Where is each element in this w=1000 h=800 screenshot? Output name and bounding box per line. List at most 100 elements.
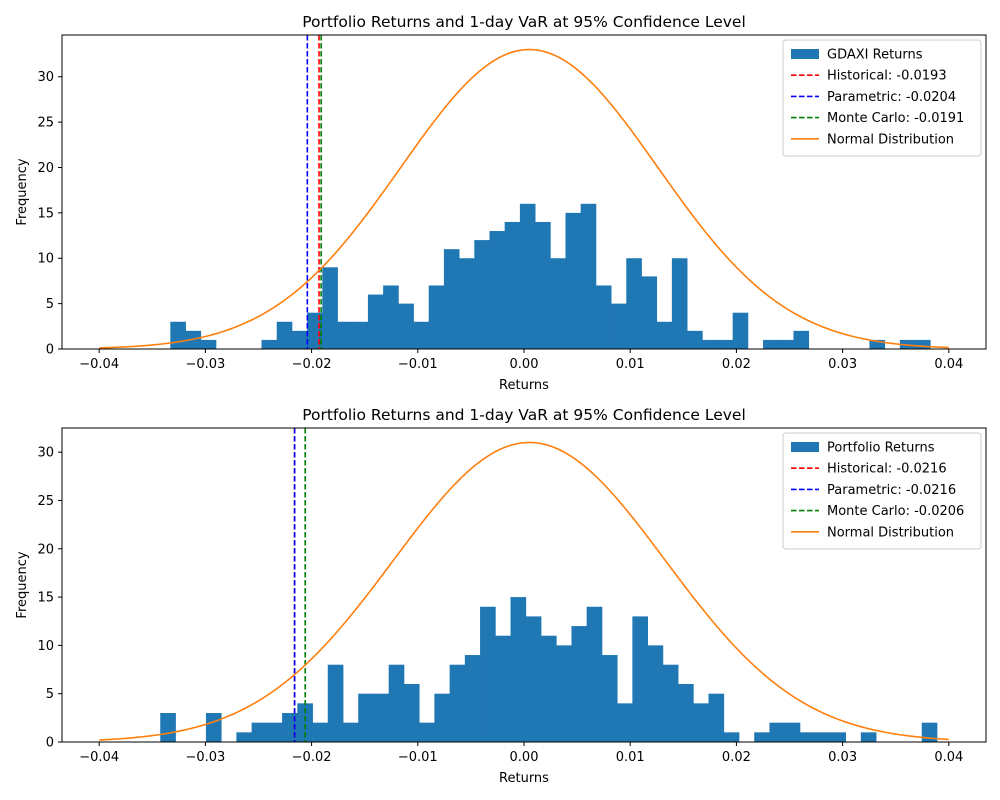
- histogram-bar: [763, 339, 779, 349]
- histogram-bar: [367, 294, 384, 349]
- histogram-bar: [403, 684, 420, 742]
- y-tick-label: 25: [37, 116, 54, 131]
- histogram-bar: [428, 285, 445, 349]
- histogram-bar: [337, 321, 354, 349]
- histogram-bar: [504, 221, 521, 349]
- y-tick-label: 20: [37, 161, 54, 176]
- histogram-bar: [358, 693, 374, 742]
- histogram-bar: [160, 713, 176, 742]
- y-tick-label: 0: [46, 736, 54, 751]
- histogram-bar: [693, 703, 709, 742]
- histogram-bar: [261, 339, 278, 349]
- normal-distribution-curve: [99, 441, 949, 741]
- histogram-bar: [205, 713, 222, 742]
- chart-panel-1: −0.04 −0.03 −0.02 −0.01 0.00 0.01 0.02 0.03 0.04…: [15, 13, 987, 393]
- y-tick-label: 15: [37, 206, 54, 221]
- histogram-bar: [632, 616, 648, 742]
- legend-label: Parametric: -0.0204: [827, 90, 956, 105]
- y-tick-label: 10: [37, 252, 54, 267]
- y-tick-label: 25: [37, 494, 54, 509]
- x-axis-label: Returns: [499, 378, 549, 393]
- x-tick-label: 0.04: [934, 750, 963, 765]
- histogram-bar: [815, 732, 831, 742]
- histogram-bar: [251, 722, 268, 742]
- histogram-bars: [170, 203, 931, 349]
- x-tick-label: −0.03: [185, 357, 225, 372]
- legend-label: Historical: -0.0193: [827, 69, 947, 84]
- histogram-bar: [413, 321, 430, 349]
- x-tick-label: 0.03: [828, 357, 857, 372]
- histogram-bar: [398, 303, 414, 349]
- histogram-bar: [732, 312, 749, 349]
- y-tick-label: 10: [37, 639, 54, 654]
- histogram-bar: [571, 626, 588, 742]
- x-tick-label: 0.02: [722, 750, 751, 765]
- y-tick-label: 5: [46, 687, 54, 702]
- histogram-bar: [443, 249, 460, 349]
- histogram-bar: [540, 635, 557, 742]
- legend: GDAXI Returns Historical: -0.0193 Parametr…: [782, 39, 982, 157]
- histogram-bar: [641, 276, 658, 349]
- histogram-bar: [474, 240, 490, 349]
- histogram-bar: [617, 703, 633, 742]
- histogram-bar: [170, 321, 186, 349]
- y-tick-label: 30: [37, 446, 54, 461]
- histogram-bar: [327, 664, 344, 742]
- x-tick-label: 0.04: [934, 357, 963, 372]
- y-axis-label: Frequency: [15, 551, 30, 618]
- histogram-bar: [383, 285, 399, 349]
- y-tick-label: 20: [37, 542, 54, 557]
- histogram-bar: [869, 339, 886, 349]
- legend-label: Monte Carlo: -0.0206: [827, 504, 964, 519]
- histogram-bar: [459, 258, 475, 349]
- histogram-bar: [266, 722, 283, 742]
- histogram-bar: [535, 221, 551, 349]
- histogram-bar: [678, 684, 694, 742]
- histogram-bar: [586, 606, 603, 742]
- chart-title: Portfolio Returns and 1-day VaR at 95% C…: [302, 13, 746, 31]
- normal-distribution-curve: [99, 48, 949, 349]
- legend-label: Parametric: -0.0216: [827, 483, 956, 498]
- histogram-bar: [647, 645, 664, 742]
- histogram-bar: [708, 693, 725, 742]
- legend-box: [782, 39, 982, 157]
- histogram-bar: [343, 722, 359, 742]
- histogram-bar: [550, 258, 566, 349]
- histogram-bar: [595, 285, 612, 349]
- histogram-bar: [601, 655, 618, 742]
- histogram-bar: [580, 203, 597, 349]
- x-tick-label: 0.01: [616, 357, 645, 372]
- chart-panel-2: −0.04 −0.03 −0.02 −0.01 0.00 0.01 0.02 0.03 0.04…: [15, 406, 987, 786]
- histogram-bar: [860, 732, 877, 742]
- histogram-bar: [671, 258, 688, 349]
- x-tick-label: 0.01: [616, 750, 645, 765]
- histogram-bar: [656, 321, 673, 349]
- histogram-bar: [702, 339, 718, 349]
- histogram-bar: [434, 693, 451, 742]
- histogram-bar: [322, 267, 338, 349]
- x-axis-label: Returns: [499, 771, 549, 786]
- legend-label: Normal Distribution: [827, 132, 954, 147]
- histogram-bar: [754, 732, 770, 742]
- histogram-bar: [778, 339, 794, 349]
- x-tick-label: −0.01: [398, 750, 438, 765]
- x-tick-label: −0.02: [292, 750, 332, 765]
- histogram-bar: [495, 635, 511, 742]
- y-tick-label: 15: [37, 591, 54, 606]
- x-tick-label: −0.04: [79, 750, 119, 765]
- histogram-bar: [687, 330, 703, 349]
- histogram-bar: [626, 258, 642, 349]
- histogram-bar: [312, 722, 329, 742]
- y-tick-label: 30: [37, 70, 54, 85]
- histogram-bar: [793, 330, 810, 349]
- histogram-bar: [510, 597, 527, 742]
- histogram-bar: [352, 321, 369, 349]
- histogram-bar: [723, 732, 740, 742]
- histogram-bar: [662, 664, 679, 742]
- histogram-bar: [419, 722, 435, 742]
- x-tick-label: −0.04: [79, 357, 119, 372]
- histogram-bar: [200, 339, 217, 349]
- legend-swatch: [791, 49, 819, 59]
- histogram-bar: [915, 339, 931, 349]
